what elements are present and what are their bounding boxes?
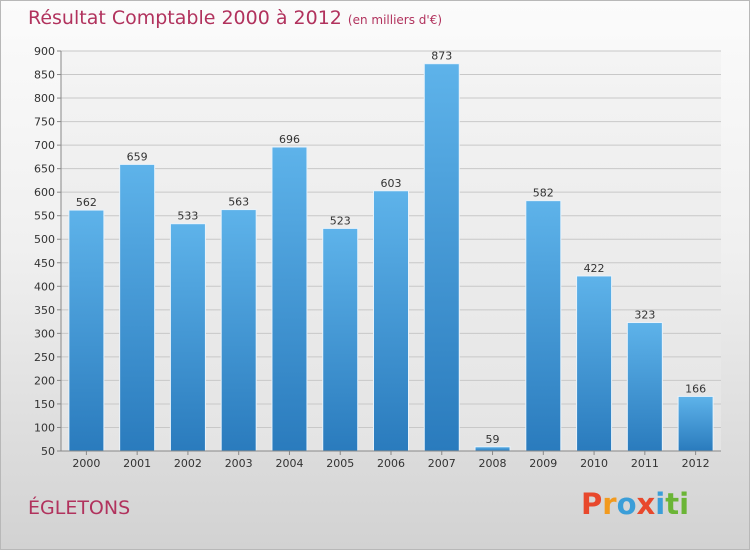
city-name: ÉGLETONS — [28, 497, 131, 519]
y-tick-label: 250 — [34, 351, 55, 364]
x-tick-label-2007: 2007 — [428, 457, 456, 470]
x-tick-label-2000: 2000 — [72, 457, 100, 470]
y-tick-label: 100 — [34, 421, 55, 434]
bar-2000 — [68, 209, 105, 452]
data-label-2000: 562 — [76, 196, 97, 209]
x-tick-label-2002: 2002 — [174, 457, 202, 470]
bars — [68, 63, 714, 452]
y-tick-label: 900 — [34, 45, 55, 58]
x-tick-label-2003: 2003 — [225, 457, 253, 470]
y-tick-label: 650 — [34, 163, 55, 176]
y-tick-label: 750 — [34, 116, 55, 129]
x-tick-label-2011: 2011 — [631, 457, 659, 470]
y-tick-label: 150 — [34, 398, 55, 411]
logo-letter: i — [655, 487, 666, 521]
logo-letter: o — [616, 487, 637, 521]
data-label-2012: 166 — [685, 382, 706, 395]
data-label-2003: 563 — [228, 196, 249, 209]
x-tick-label-2004: 2004 — [275, 457, 303, 470]
y-tick-label: 200 — [34, 374, 55, 387]
y-tick-label: 850 — [34, 69, 55, 82]
data-label-2010: 422 — [584, 262, 605, 275]
proxiti-logo: Proxiti — [581, 487, 689, 521]
bar-2002 — [169, 223, 206, 452]
data-label-2005: 523 — [330, 214, 351, 227]
bar-2009 — [525, 200, 562, 452]
x-tick-label-2008: 2008 — [479, 457, 507, 470]
data-label-2008: 59 — [486, 433, 500, 446]
bar-2003 — [220, 209, 257, 452]
bar-2005 — [322, 227, 359, 452]
x-tick-label-2006: 2006 — [377, 457, 405, 470]
data-label-2009: 582 — [533, 187, 554, 200]
logo-letter: i — [679, 487, 690, 521]
y-tick-label: 300 — [34, 327, 55, 340]
bar-2001 — [119, 163, 156, 452]
y-tick-label: 450 — [34, 257, 55, 270]
y-tick-label: 400 — [34, 280, 55, 293]
x-tick-labels: 2000 2001 2002 2003 2004 2005 2006 2007 2008 2009… — [72, 451, 710, 470]
x-tick-label-2005: 2005 — [326, 457, 354, 470]
logo-letter: x — [636, 487, 656, 521]
data-label-2006: 603 — [381, 177, 402, 190]
data-labels: 562 659 533 563 696 523 603 873 59 582 422 323 166 — [76, 50, 706, 446]
title-text: Résultat Comptable 2000 à 2012 — [28, 7, 342, 29]
data-label-2001: 659 — [127, 150, 148, 163]
logo-letter: P — [581, 487, 603, 521]
bar-2012 — [677, 395, 714, 452]
y-tick-label: 700 — [34, 139, 55, 152]
x-tick-label-2010: 2010 — [580, 457, 608, 470]
logo-letter: r — [602, 487, 617, 521]
data-label-2002: 533 — [177, 210, 198, 223]
y-tick-labels: 50 100 150 200 250 300 350 400 450 500 550 600 650 70… — [34, 45, 55, 458]
x-tick-label-2001: 2001 — [123, 457, 151, 470]
bar-2004 — [271, 146, 308, 452]
data-label-2007: 873 — [431, 50, 452, 63]
x-tick-label-2009: 2009 — [529, 457, 557, 470]
y-tick-label: 550 — [34, 210, 55, 223]
bar-2010 — [576, 275, 613, 452]
bar-2007 — [423, 63, 460, 452]
chart-title: Résultat Comptable 2000 à 2012 (en millie… — [28, 7, 442, 29]
y-tick-label: 50 — [41, 445, 55, 458]
data-label-2011: 323 — [634, 309, 655, 322]
x-tick-label-2012: 2012 — [682, 457, 710, 470]
bar-2008 — [474, 446, 511, 452]
data-label-2004: 696 — [279, 133, 300, 146]
bar-2011 — [626, 322, 663, 452]
title-unit-note: (en milliers d'€) — [347, 13, 443, 27]
y-tick-label: 350 — [34, 304, 55, 317]
logo-letter: t — [665, 487, 680, 521]
y-tick-label: 500 — [34, 233, 55, 246]
y-tick-label: 800 — [34, 92, 55, 105]
bar-2006 — [373, 190, 409, 452]
y-tick-label: 600 — [34, 186, 55, 199]
